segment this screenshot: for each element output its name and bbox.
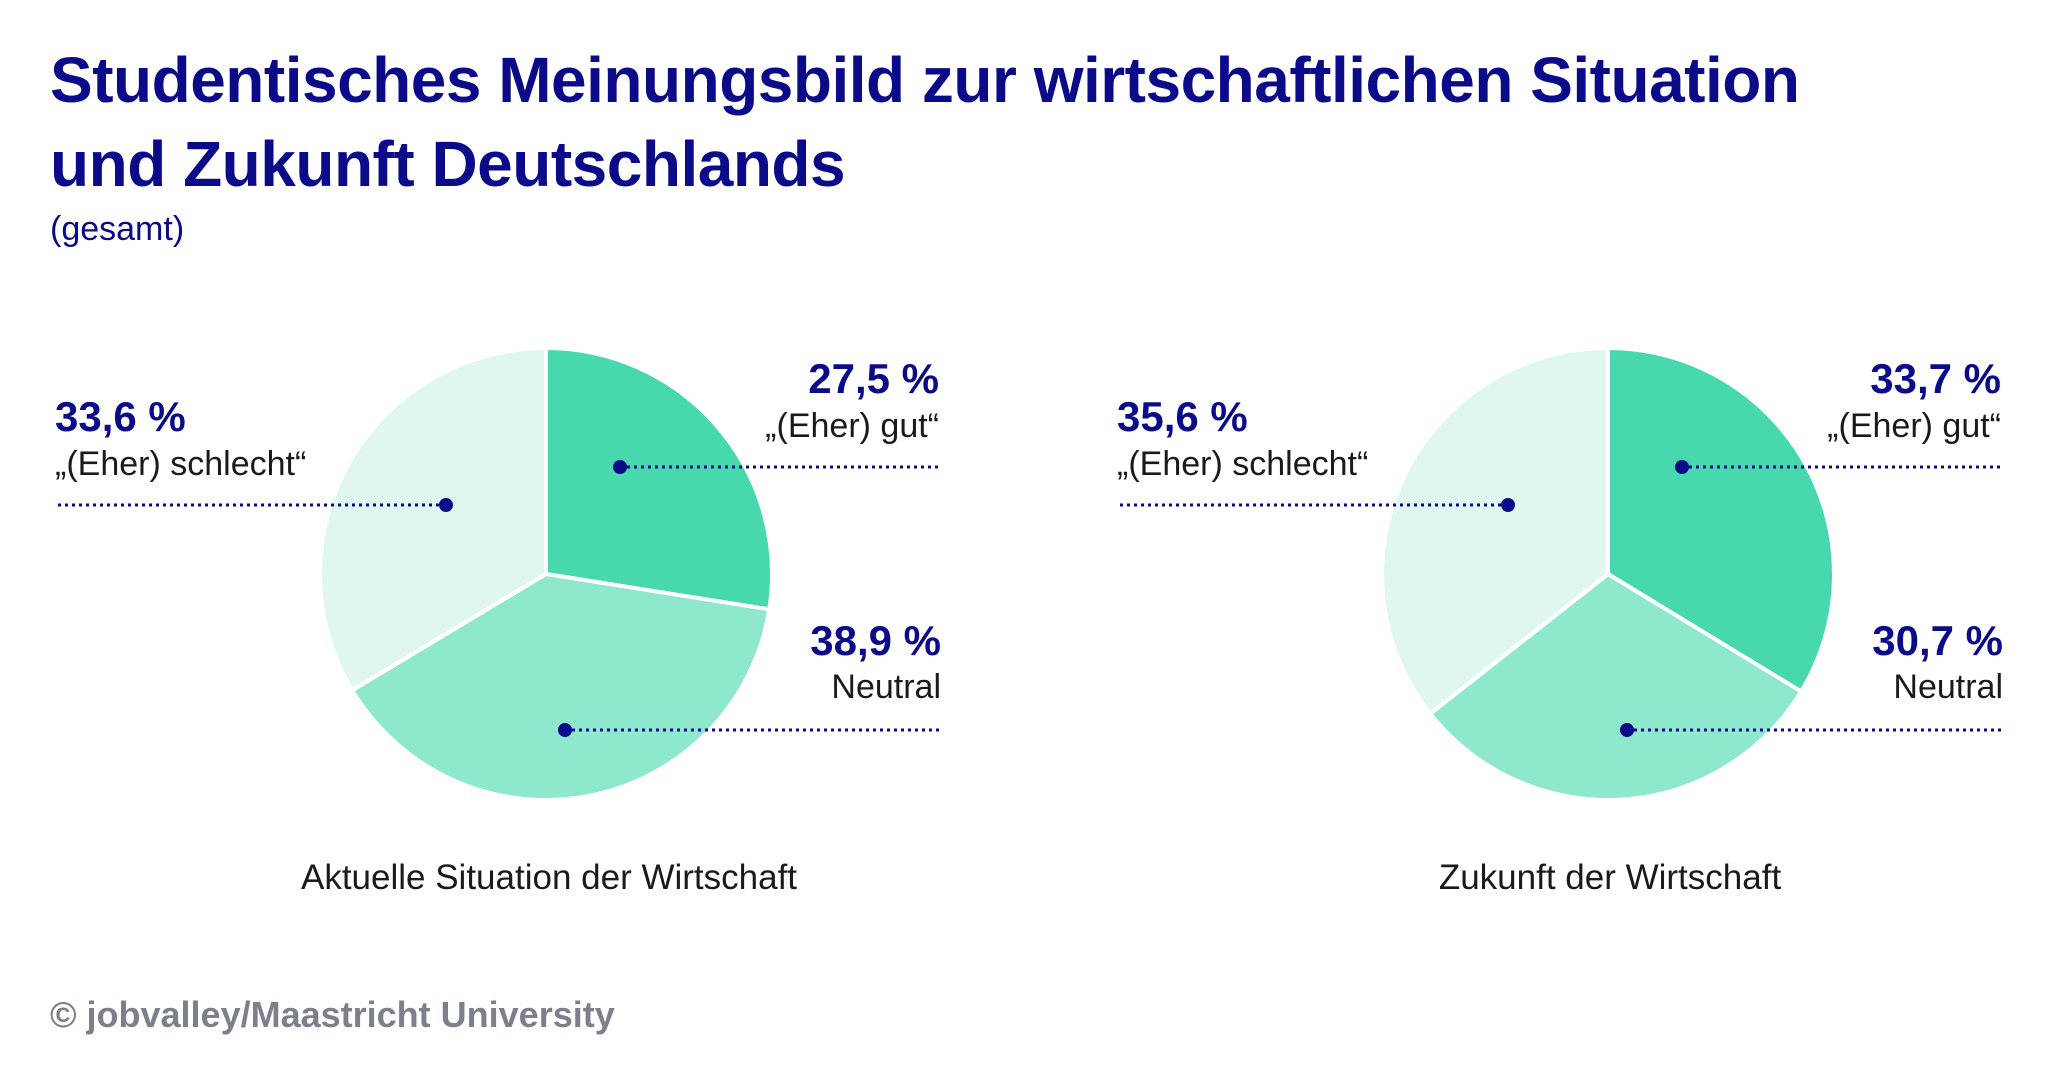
pie1-caption: Aktuelle Situation der Wirtschaft: [300, 858, 798, 897]
pie2-caption: Zukunft der Wirtschaft: [1438, 858, 1782, 897]
pie1-leader-dot-schlecht: [439, 498, 453, 512]
pie1-schlecht-value: 33,6 %: [55, 393, 186, 440]
pie1-slice-neutral: [349, 571, 772, 802]
pie1-neutral-label: Neutral: [831, 668, 941, 706]
pie2-leader-dot-schlecht: [1501, 498, 1515, 512]
title-line-1: Studentisches Meinungsbild zur wirtschaf…: [50, 44, 1800, 116]
pie2-slice-gut: [1606, 345, 1837, 695]
pie2-leader-dot-gut: [1675, 460, 1689, 474]
pie2-neutral-value: 30,7 %: [1872, 617, 2003, 664]
copyright-footer: © jobvalley/Maastricht University: [50, 994, 615, 1035]
pie1-slice-schlecht: [318, 345, 548, 694]
pie2-gut-value: 33,7 %: [1870, 355, 2001, 402]
pie1-slice-gut: [544, 345, 774, 612]
pie2-schlecht-label: „(Eher) schlecht“: [1117, 445, 1369, 483]
pie2-slice-neutral: [1427, 571, 1804, 802]
pie1-gut-label: „(Eher) gut“: [765, 407, 939, 445]
pie2-slice-schlecht: [1380, 345, 1610, 717]
pie2-neutral-label: Neutral: [1893, 668, 2003, 706]
pie1-gut-value: 27,5 %: [808, 355, 939, 402]
pie1-neutral-value: 38,9 %: [810, 617, 941, 664]
chart-subtitle: (gesamt): [50, 210, 185, 248]
chart-title: Studentisches Meinungsbild zur wirtschaf…: [50, 38, 1800, 206]
title-line-2: und Zukunft Deutschlands: [50, 128, 846, 200]
pie1-leader-dot-neutral: [558, 723, 572, 737]
pie2-gut-label: „(Eher) gut“: [1827, 407, 2001, 445]
pie1-schlecht-label: „(Eher) schlecht“: [55, 445, 307, 483]
pie1-leader-dot-gut: [613, 460, 627, 474]
pie2-leader-dot-neutral: [1620, 723, 1634, 737]
pie2-schlecht-value: 35,6 %: [1117, 393, 1248, 440]
